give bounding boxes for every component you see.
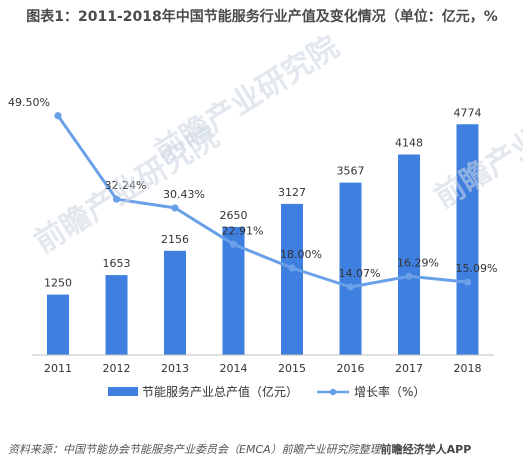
x-tick-2016: 2016 <box>337 362 365 375</box>
growth-label-2011: 49.50% <box>8 96 50 109</box>
x-tick-2017: 2017 <box>395 362 423 375</box>
bar-label-2011: 1250 <box>44 277 72 290</box>
growth-line <box>56 114 468 289</box>
legend: 节能服务产业总产值（亿元） 增长率（%） <box>108 384 425 399</box>
source-text: 资料来源：中国节能协会节能服务产业委员会（EMCA）前瞻产业研究院整理 <box>8 443 381 456</box>
growth-value-labels: 49.50% 32.24% 30.43% 22.91% 18.00% 14.07% 16.2… <box>8 96 497 280</box>
bar-2012 <box>105 275 128 355</box>
bar-2018 <box>456 124 479 355</box>
x-tick-2018: 2018 <box>454 362 482 375</box>
growth-label-2018: 15.09% <box>456 262 498 275</box>
x-tick-2012: 2012 <box>103 362 131 375</box>
bar-2016 <box>339 182 362 355</box>
legend-bar-label: 节能服务产业总产值（亿元） <box>142 384 298 399</box>
growth-point-2017 <box>405 272 413 280</box>
bar-label-2017: 4148 <box>395 137 423 150</box>
growth-point-2011 <box>54 112 62 120</box>
growth-point-2013 <box>171 204 179 212</box>
growth-label-2014: 22.91% <box>222 224 264 237</box>
growth-label-2016: 14.07% <box>339 267 381 280</box>
chart-title: 图表1：2011-2018年中国节能服务行业产值及变化情况（单位：亿元，% <box>26 9 498 25</box>
bar-2011 <box>47 294 69 355</box>
bar-value-labels: 1250 1653 2156 2650 3127 3567 4148 4774 <box>44 106 482 289</box>
growth-label-2012: 32.24% <box>105 179 147 192</box>
growth-point-2012 <box>112 195 121 203</box>
growth-point-2015 <box>288 264 296 272</box>
growth-label-2017: 16.29% <box>397 256 439 269</box>
bar-2017 <box>398 154 420 355</box>
bar-label-2014: 2650 <box>220 209 248 222</box>
source-note: 资料来源：中国节能协会节能服务产业委员会（EMCA）前瞻产业研究院整理前瞻经济学… <box>8 441 471 457</box>
growth-line-series <box>54 112 472 291</box>
growth-point-2016 <box>346 283 355 291</box>
x-tick-labels: 2011 2012 2013 2014 2015 2016 2017 2018 <box>44 362 482 375</box>
x-tick-2014: 2014 <box>220 362 248 375</box>
x-tick-2011: 2011 <box>44 362 72 375</box>
growth-label-2015: 18.00% <box>280 248 322 261</box>
source-logo-text: 前瞻经济学人APP <box>380 443 472 456</box>
bar-label-2015: 3127 <box>278 186 306 199</box>
legend-line-marker <box>329 388 337 396</box>
legend-line-label: 增长率（%） <box>354 384 425 399</box>
bar-series <box>47 124 479 355</box>
legend-bar-swatch <box>108 387 138 396</box>
x-tick-2015: 2015 <box>278 362 306 375</box>
x-tick-2013: 2013 <box>161 362 189 375</box>
bar-2013 <box>164 250 186 355</box>
bar-label-2013: 2156 <box>161 233 189 246</box>
bar-label-2012: 1653 <box>103 257 131 270</box>
bar-2014 <box>222 226 245 355</box>
growth-label-2013: 30.43% <box>163 188 205 201</box>
bar-label-2016: 3567 <box>337 165 365 178</box>
bar-label-2018: 4774 <box>454 106 482 119</box>
growth-point-2014 <box>229 240 238 248</box>
bar-2015 <box>281 203 303 355</box>
growth-point-2018 <box>463 278 472 286</box>
